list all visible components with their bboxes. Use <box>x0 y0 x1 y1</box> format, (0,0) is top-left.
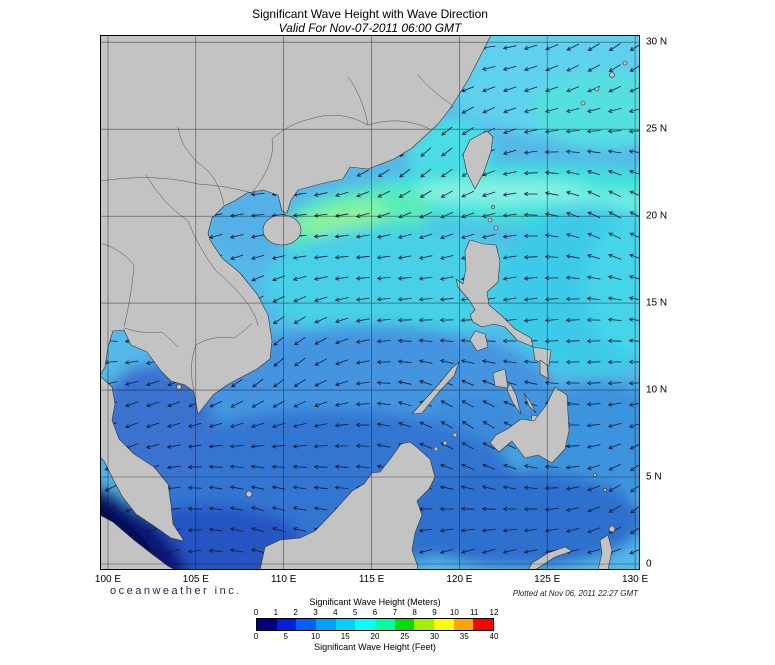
legend-tick-label: 7 <box>392 608 398 617</box>
map-area <box>100 35 640 570</box>
lat-tick-label: 10 N <box>646 384 668 396</box>
legend-tick-label: 6 <box>372 608 378 617</box>
island-phu-quoc <box>176 384 182 390</box>
land-cebu <box>523 392 537 414</box>
legend-tick-label: 8 <box>412 608 417 617</box>
legend-tick-label: 30 <box>430 632 439 641</box>
island-babuyan-2 <box>493 225 499 231</box>
lon-tick-label: 105 E <box>182 574 209 585</box>
colorbar-cell <box>375 619 395 630</box>
land-luzon <box>455 239 534 348</box>
colorbar-cell <box>257 619 277 630</box>
island-morotai <box>608 525 616 533</box>
legend-tick-label: 0 <box>253 608 259 617</box>
land-hainan <box>262 214 302 246</box>
legend-tick-label: 40 <box>489 632 499 641</box>
country-borders <box>100 74 453 392</box>
meters-tick-row: 0 1 2 3 4 5 6 7 8 9 10 11 12 <box>253 608 499 618</box>
legend-tick-label: 10 <box>449 608 459 617</box>
colorbar <box>256 618 494 631</box>
land-china-indochina <box>100 35 492 415</box>
land-borneo <box>259 441 436 570</box>
land-sumatra <box>100 514 176 570</box>
legend-tick-label: 4 <box>333 608 338 617</box>
landmasses <box>100 35 628 570</box>
colorbar-cell <box>316 619 336 630</box>
legend-tick-label: 0 <box>253 632 259 641</box>
island-sulu-1 <box>452 432 458 438</box>
lat-tick-label: 30 N <box>646 36 668 48</box>
legend-tick-label: 25 <box>400 632 410 641</box>
legend-tick-label: 5 <box>283 632 288 641</box>
lon-tick-label: 115 E <box>358 574 385 585</box>
legend-tick-label: 3 <box>313 608 318 617</box>
lat-tick-label: 0 <box>646 558 652 570</box>
island-ryukyu-3 <box>609 72 615 78</box>
island-talaud-2 <box>603 488 607 492</box>
legend-title-feet: Significant Wave Height (Feet) <box>314 642 436 652</box>
lat-tick-label: 15 N <box>646 297 668 309</box>
lon-tick-label: 120 E <box>446 574 473 585</box>
land-taiwan <box>462 130 494 190</box>
map-svg <box>100 35 640 570</box>
lon-tick-label: 100 E <box>94 574 122 585</box>
island-talaud-1 <box>593 473 597 477</box>
lon-tick-label: 125 E <box>534 574 561 585</box>
legend-tick-label: 11 <box>470 608 479 617</box>
island-ryukyu-1 <box>580 100 586 106</box>
land-mindanao <box>489 386 570 464</box>
island-natuna <box>245 490 253 498</box>
plotted-timestamp: Plotted at Nov 06, 2011 22:27 GMT <box>512 589 638 598</box>
legend-tick-label: 10 <box>311 632 320 641</box>
legend-tick-label: 1 <box>273 608 279 617</box>
colorbar-cell <box>355 619 376 630</box>
legend-tick-label: 35 <box>459 632 469 641</box>
legend-tick-label: 15 <box>340 632 350 641</box>
grid-lines <box>100 35 640 570</box>
colorbar-cell <box>296 619 317 630</box>
legend-tick-label: 9 <box>432 608 437 617</box>
colorbar-cell <box>276 619 297 630</box>
legend-tick-label: 5 <box>352 608 358 617</box>
feet-tick-row: 0 5 10 15 20 25 30 35 40 <box>253 632 499 642</box>
colorbar-cell <box>434 619 454 630</box>
island-ryukyu-4 <box>622 60 628 66</box>
lon-tick-label: 130 E <box>622 574 649 585</box>
land-malay-peninsula <box>100 375 185 542</box>
lat-tick-label: 25 N <box>646 123 668 135</box>
legend-title-meters: Significant Wave Height (Meters) <box>309 597 441 607</box>
legend-tick-label: 20 <box>370 632 380 641</box>
land-palawan <box>411 361 460 415</box>
chart-title: Significant Wave Height with Wave Direct… <box>252 7 488 21</box>
lon-tick-label: 110 E <box>270 574 297 585</box>
oceanweather-logo: oceanweather inc. <box>110 585 242 597</box>
land-samar <box>532 346 552 367</box>
colorbar-cell <box>414 619 435 630</box>
land-halmahera <box>597 534 613 570</box>
island-sulu-2 <box>442 440 448 446</box>
colorbar-cell <box>453 619 474 630</box>
legend-tick-label: 2 <box>293 608 298 617</box>
lat-tick-label: 5 N <box>646 471 662 483</box>
island-ryukyu-2 <box>594 86 600 92</box>
island-babuyan-1 <box>487 217 493 223</box>
colorbar-cell <box>473 619 494 630</box>
land-mindoro <box>469 330 489 352</box>
legend-tick-label: 12 <box>489 608 499 617</box>
colorbar-cell <box>335 619 356 630</box>
land-negros <box>506 382 522 415</box>
map-border <box>100 35 640 570</box>
island-sulu-3 <box>433 446 439 452</box>
land-leyte <box>539 359 550 380</box>
island-batanes <box>491 205 495 209</box>
lat-tick-label: 20 N <box>646 210 668 222</box>
chart-valid-time: Valid For Nov-07-2011 06:00 GMT <box>278 21 462 35</box>
colorbar-cell <box>394 619 415 630</box>
